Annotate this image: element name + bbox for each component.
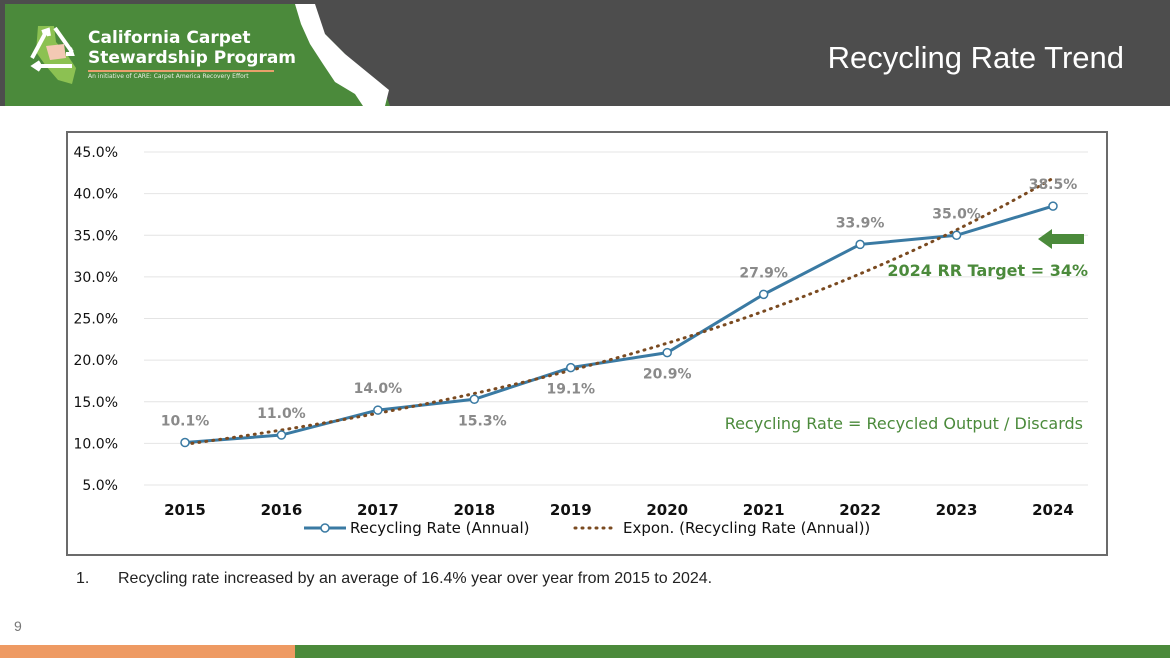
data-point-marker [662,347,672,358]
y-tick-label: 10.0% [74,436,118,452]
legend-marker [320,523,330,533]
footnote-number: 1. [76,570,90,587]
left-arrow-icon [1038,229,1084,249]
recycle-logo-icon [30,26,76,84]
data-label: 15.3% [458,413,507,429]
y-tick-label: 45.0% [74,145,118,161]
data-point-marker [566,362,576,373]
chart-frame: 5.0% 10.0% 15.0% 20.0% 25.0% 30.0% 35.0% 40.0% 4… [66,131,1108,556]
data-point-marker [1048,201,1058,211]
y-tick-label: 20.0% [74,353,118,369]
series-line-recycling-rate [184,204,1054,445]
data-point-marker [180,437,190,448]
data-label: 14.0% [354,381,403,397]
footnote: 1. Recycling rate increased by an average… [76,570,712,588]
data-point-marker [855,239,865,250]
x-tick-label: 2019 [550,501,592,519]
logo-subtitle: An initiative of CARE: Carpet America Re… [88,73,249,80]
y-tick-label: 25.0% [74,312,118,328]
data-point-marker [276,430,287,440]
data-label: 38.5% [1029,177,1078,193]
data-point-marker [758,289,769,300]
line-chart: 5.0% 10.0% 15.0% 20.0% 25.0% 30.0% 35.0% 40.0% 4… [74,145,1088,537]
x-tick-label: 2022 [839,501,881,519]
data-point-marker [373,405,383,415]
data-label: 19.1% [546,382,595,398]
y-tick-label: 5.0% [82,478,118,494]
x-tick-label: 2016 [261,501,303,519]
logo-title-line2: Stewardship Program [88,48,297,68]
data-label: 27.9% [739,265,788,281]
x-tick-label: 2018 [453,501,495,519]
data-label: 11.0% [257,406,306,422]
legend-label-trendline: Expon. (Recycling Rate (Annual)) [623,519,870,537]
x-tick-label: 2021 [743,501,785,519]
data-label: 35.0% [932,206,981,222]
data-label: 10.1% [161,414,210,430]
y-tick-label: 35.0% [74,228,118,244]
x-tick-label: 2017 [357,501,399,519]
y-tick-label: 30.0% [74,270,118,286]
logo-divider [88,70,274,72]
page-number: 9 [14,618,22,634]
y-tick-label: 40.0% [74,187,118,203]
x-tick-label: 2015 [164,501,206,519]
data-point-marker [469,394,480,405]
y-tick-label: 15.0% [74,395,118,411]
slide-title: Recycling Rate Trend [827,40,1124,75]
x-tick-label: 2020 [646,501,688,519]
slide-header: California Carpet Stewardship Program An… [0,0,1170,106]
footer-bar-green [295,645,1170,658]
data-label: 20.9% [643,367,692,383]
logo-title-line1: California Carpet [88,28,251,48]
data-point-marker [951,230,962,240]
formula-annotation: Recycling Rate = Recycled Output / Disca… [725,414,1083,433]
footer-bar-orange [0,645,295,658]
x-tick-label: 2023 [936,501,978,519]
footnote-text: Recycling rate increased by an average o… [118,570,713,587]
legend-label-recycling-rate: Recycling Rate (Annual) [350,519,530,537]
data-label: 33.9% [836,215,885,231]
exponential-trendline [183,176,1055,446]
california-map-banner [5,4,390,106]
x-tick-label: 2024 [1032,501,1074,519]
target-annotation: 2024 RR Target = 34% [887,261,1088,280]
logo-title: California Carpet Stewardship Program [88,28,296,68]
